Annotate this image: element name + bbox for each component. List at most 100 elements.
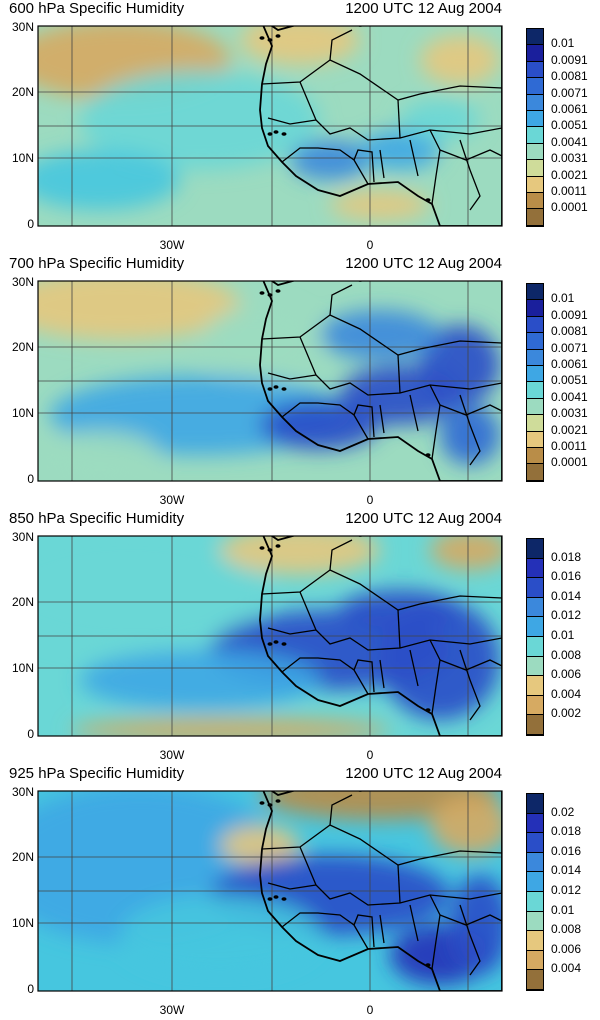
colorbar-swatch — [527, 143, 543, 161]
colorbar-swatch — [527, 695, 543, 716]
colorbar-swatch — [527, 61, 543, 79]
colorbar-swatch — [527, 45, 543, 62]
colorbar-swatch — [527, 382, 543, 399]
colorbar-swatch — [527, 333, 543, 350]
colorbar-label: 0.01 — [551, 628, 575, 642]
humidity-contour — [38, 281, 240, 340]
colorbar-swatch — [527, 597, 543, 618]
colorbar-swatch — [527, 448, 543, 465]
island — [273, 640, 279, 644]
island — [267, 803, 273, 807]
country-border — [281, 657, 369, 695]
y-tick-0: 0 — [27, 727, 34, 741]
island — [275, 544, 281, 548]
x-tick-30w: 30W — [159, 493, 185, 507]
x-tick-30w: 30W — [159, 1003, 185, 1017]
colorbar-label: 0.01 — [551, 291, 575, 306]
x-tick-0: 0 — [366, 493, 374, 507]
colorbar-label: 0.0031 — [551, 151, 588, 166]
country-border — [267, 372, 317, 380]
colorbar-label: 0.0011 — [551, 184, 587, 198]
colorbar-swatch — [527, 637, 543, 657]
y-tick-30n: 30N — [11, 20, 34, 34]
humidity-map — [37, 535, 503, 737]
colorbar-label: 0.018 — [551, 824, 582, 839]
country-border — [459, 649, 481, 721]
humidity-contour — [120, 895, 320, 975]
y-tick-0: 0 — [27, 217, 34, 231]
colorbar-label: 0.006 — [551, 667, 582, 682]
panel-600hpa: 600 hPa Specific Humidity 1200 UTC 12 Au… — [0, 0, 600, 255]
y-tick-0: 0 — [27, 982, 34, 996]
y-tick-30n: 30N — [11, 530, 34, 544]
panel-timestamp: 1200 UTC 12 Aug 2004 — [345, 255, 502, 272]
africa-coastline — [259, 281, 502, 481]
country-border — [329, 284, 353, 316]
colorbar-label: 0.0011 — [551, 439, 587, 453]
humidity-contour — [360, 130, 440, 170]
y-tick-20n: 20N — [11, 850, 34, 864]
colorbar — [526, 28, 544, 227]
colorbar-label: 0.0041 — [551, 389, 588, 404]
country-border — [281, 402, 369, 440]
colorbar-swatch — [527, 852, 543, 873]
island — [425, 198, 431, 202]
country-border — [267, 882, 317, 890]
colorbar-swatch — [527, 94, 543, 111]
humidity-contour — [80, 650, 320, 710]
colorbar-label: 0.0091 — [551, 52, 588, 67]
map-frame — [37, 25, 503, 227]
colorbar-label: 0.01 — [551, 902, 575, 917]
island — [267, 642, 273, 646]
panel-title: 600 hPa Specific Humidity — [9, 0, 185, 17]
x-tick-0: 0 — [366, 1003, 374, 1017]
humidity-contour — [240, 26, 360, 65]
colorbar-swatch — [527, 78, 543, 95]
island — [275, 799, 281, 803]
colorbar — [526, 538, 544, 736]
colorbar-label: 0.01 — [551, 36, 575, 51]
colorbar-label: 0.0071 — [551, 340, 588, 355]
y-tick-20n: 20N — [11, 595, 34, 609]
humidity-contour — [430, 536, 502, 570]
island — [267, 293, 273, 297]
panel-title: 700 hPa Specific Humidity — [9, 255, 185, 272]
colorbar — [526, 793, 544, 991]
colorbar-label: 0.014 — [551, 588, 582, 603]
y-tick-10n: 10N — [11, 916, 34, 930]
island — [273, 385, 279, 389]
colorbar-label: 0.012 — [551, 883, 582, 897]
country-border — [299, 81, 502, 141]
country-border — [353, 914, 375, 948]
humidity-contour — [290, 140, 370, 180]
colorbar-label: 0.002 — [551, 706, 582, 721]
humidity-contour — [430, 795, 502, 855]
country-border — [409, 649, 419, 687]
country-border — [261, 314, 502, 356]
country-border — [429, 894, 441, 970]
country-border — [299, 591, 502, 651]
humidity-contour — [70, 718, 390, 736]
island — [267, 38, 273, 42]
colorbar-swatch — [527, 794, 543, 814]
country-border — [409, 904, 419, 942]
colorbar-label: 0.014 — [551, 863, 582, 878]
country-border — [459, 394, 481, 466]
country-border — [409, 394, 419, 432]
panel-timestamp: 1200 UTC 12 Aug 2004 — [345, 765, 502, 782]
x-tick-0: 0 — [366, 748, 374, 762]
map-frame — [37, 280, 503, 482]
colorbar-swatch — [527, 316, 543, 334]
humidity-contour — [38, 150, 180, 210]
country-border — [261, 824, 502, 866]
colorbar-swatch — [527, 892, 543, 912]
country-border — [397, 609, 401, 649]
island — [259, 36, 265, 40]
colorbar-swatch — [527, 464, 543, 481]
y-tick-0: 0 — [27, 472, 34, 486]
humidity-contour — [330, 190, 430, 220]
country-border — [353, 659, 375, 693]
x-tick-30w: 30W — [159, 238, 185, 252]
colorbar-label: 0.0041 — [551, 134, 588, 149]
country-border — [299, 336, 502, 396]
